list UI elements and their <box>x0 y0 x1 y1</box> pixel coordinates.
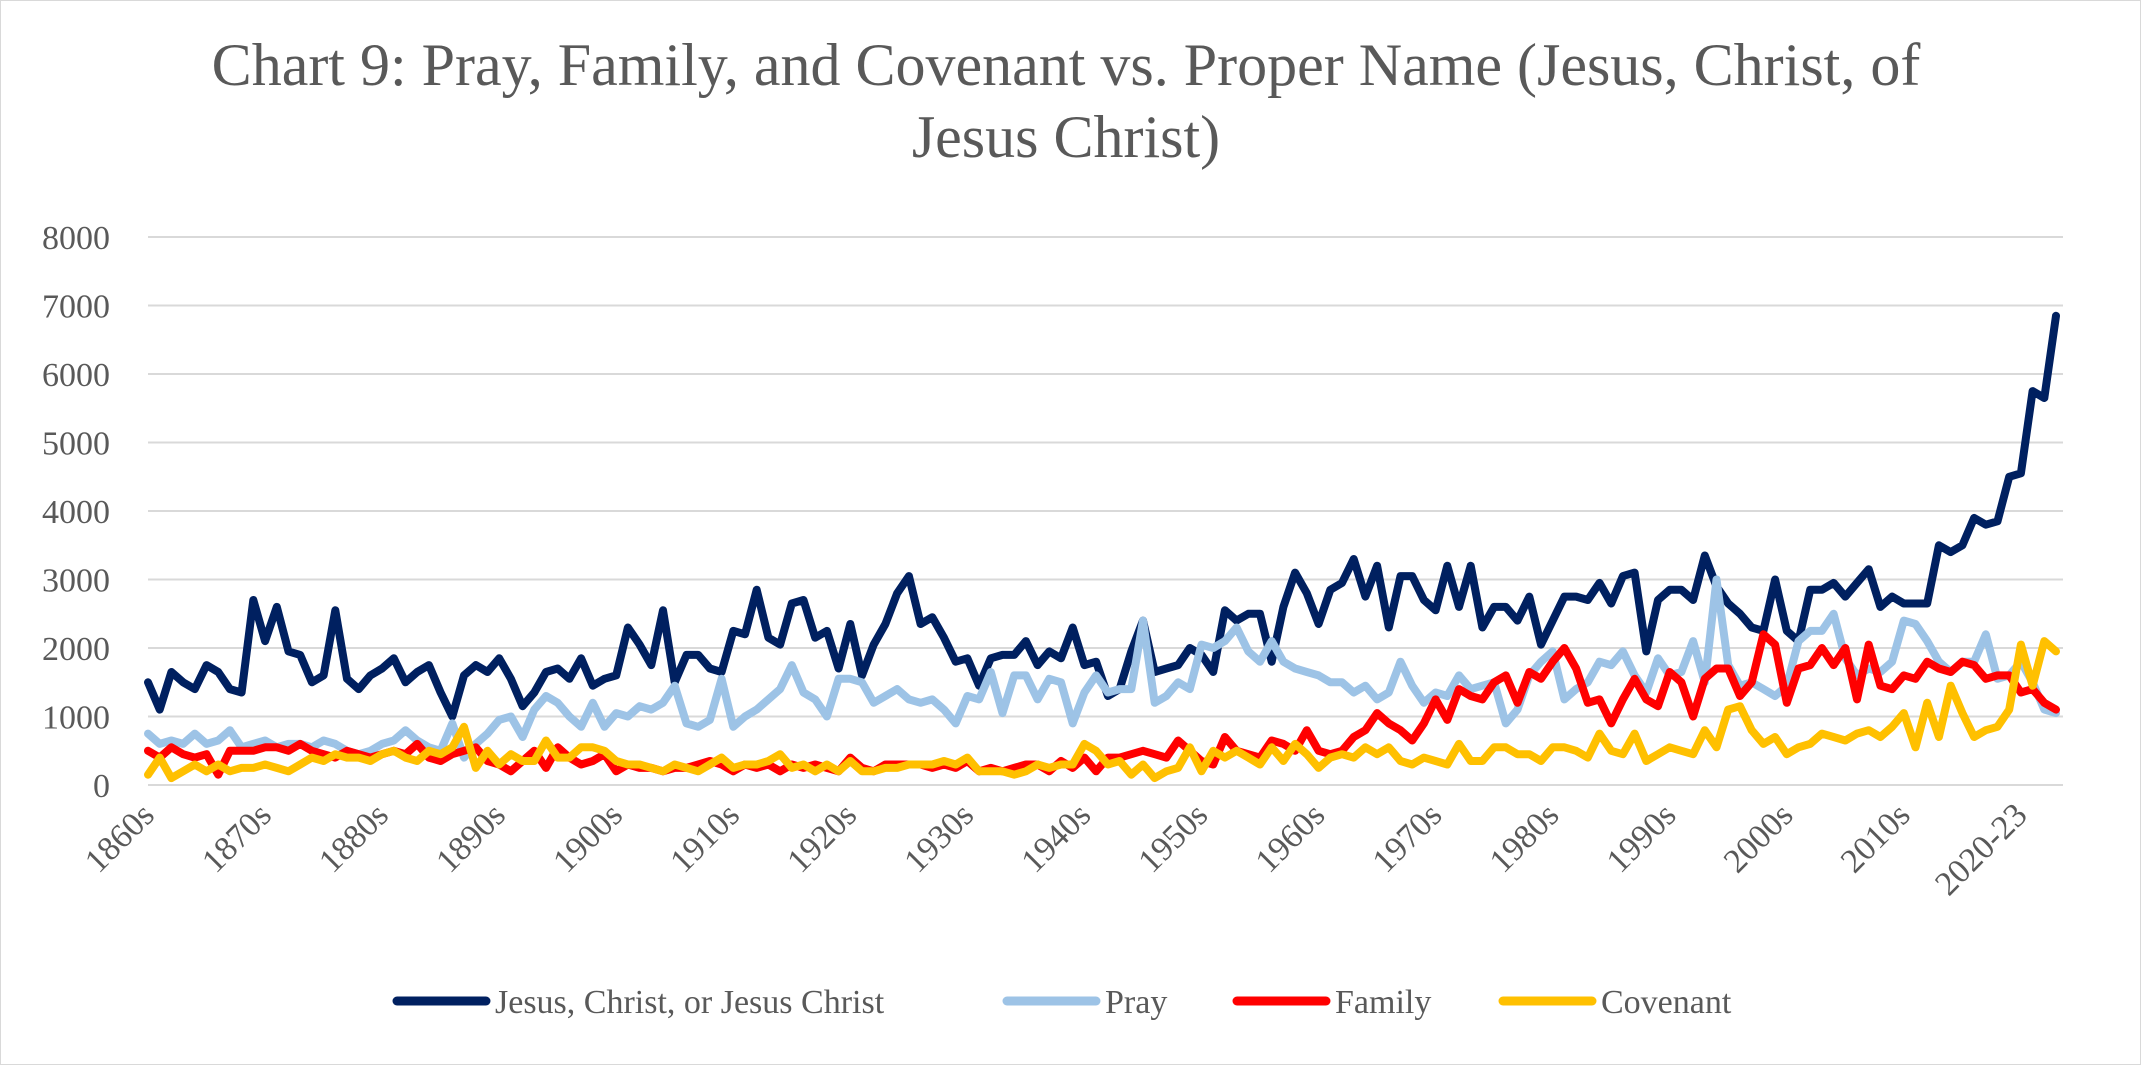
x-tick-label: 1900s <box>546 796 630 880</box>
series-line <box>144 311 2060 721</box>
x-tick-label: 1940s <box>1014 796 1098 880</box>
y-tick-label: 5000 <box>42 426 110 463</box>
x-tick-label: 1960s <box>1249 796 1333 880</box>
y-tick-label: 1000 <box>42 700 110 737</box>
x-tick-label: 1970s <box>1366 796 1450 880</box>
y-tick-label: 7000 <box>42 289 110 326</box>
x-tick-label: 1930s <box>897 796 981 880</box>
x-tick-label: 2000s <box>1717 796 1801 880</box>
y-tick-label: 4000 <box>42 494 110 531</box>
x-tick-label: 1880s <box>312 796 396 880</box>
y-tick-label: 0 <box>93 768 110 805</box>
x-tick-label: 1990s <box>1600 796 1684 880</box>
legend-label: Pray <box>1105 984 1167 1021</box>
y-tick-label: 3000 <box>42 563 110 600</box>
legend-label: Covenant <box>1601 984 1732 1021</box>
series-line <box>144 630 2060 779</box>
chart-title: Chart 9: Pray, Family, and Covenant vs. … <box>211 32 1921 170</box>
x-tick-label: 2020-23 <box>1928 796 2034 902</box>
y-tick-label: 8000 <box>42 220 110 257</box>
legend-label: Family <box>1335 984 1431 1021</box>
y-tick-label: 6000 <box>42 357 110 394</box>
x-tick-label: 2010s <box>1834 796 1918 880</box>
x-tick-label: 1920s <box>780 796 864 880</box>
x-tick-label: 1870s <box>195 796 279 880</box>
series-line <box>144 637 2060 783</box>
legend-label: Jesus, Christ, or Jesus Christ <box>495 984 885 1021</box>
y-tick-label: 2000 <box>42 631 110 668</box>
x-tick-label: 1910s <box>663 796 747 880</box>
x-tick-label: 1860s <box>78 796 162 880</box>
x-tick-label: 1890s <box>429 796 513 880</box>
x-tick-label: 1980s <box>1483 796 1567 880</box>
x-tick-label: 1950s <box>1132 796 1216 880</box>
